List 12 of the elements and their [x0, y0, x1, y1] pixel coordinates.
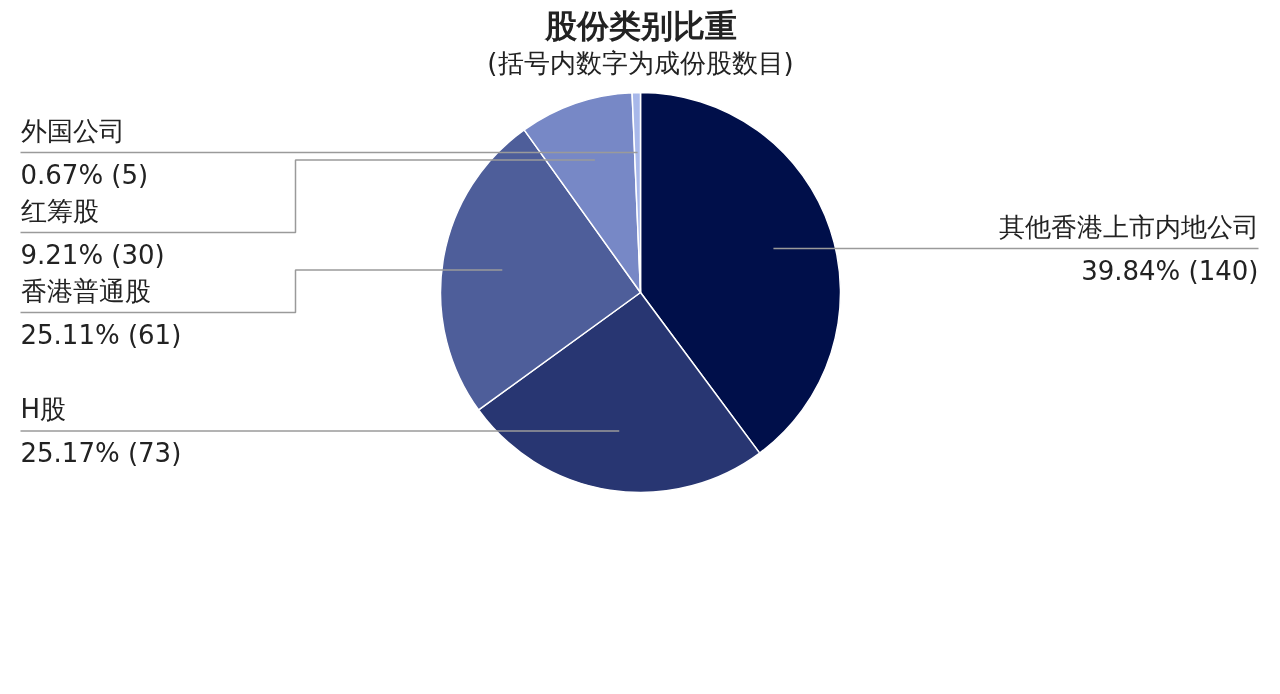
- chart-subtitle: (括号内数字为成份股数目): [487, 47, 794, 78]
- data-label: 0.67% (5): [20, 159, 149, 190]
- data-label: 25.11% (61): [20, 319, 182, 350]
- slice-label: 红筹股: [20, 195, 99, 226]
- chart-title: 股份类别比重: [543, 6, 737, 45]
- data-label: 25.17% (73): [20, 437, 182, 468]
- slice-label: 香港普通股: [20, 275, 151, 306]
- slice-label: 其他香港上市内地公司: [998, 211, 1259, 242]
- slice-label: 外国公司: [20, 115, 125, 146]
- data-label: 9.21% (30): [20, 239, 165, 270]
- data-label: 39.84% (140): [1081, 255, 1259, 286]
- slice-label: H股: [20, 393, 67, 424]
